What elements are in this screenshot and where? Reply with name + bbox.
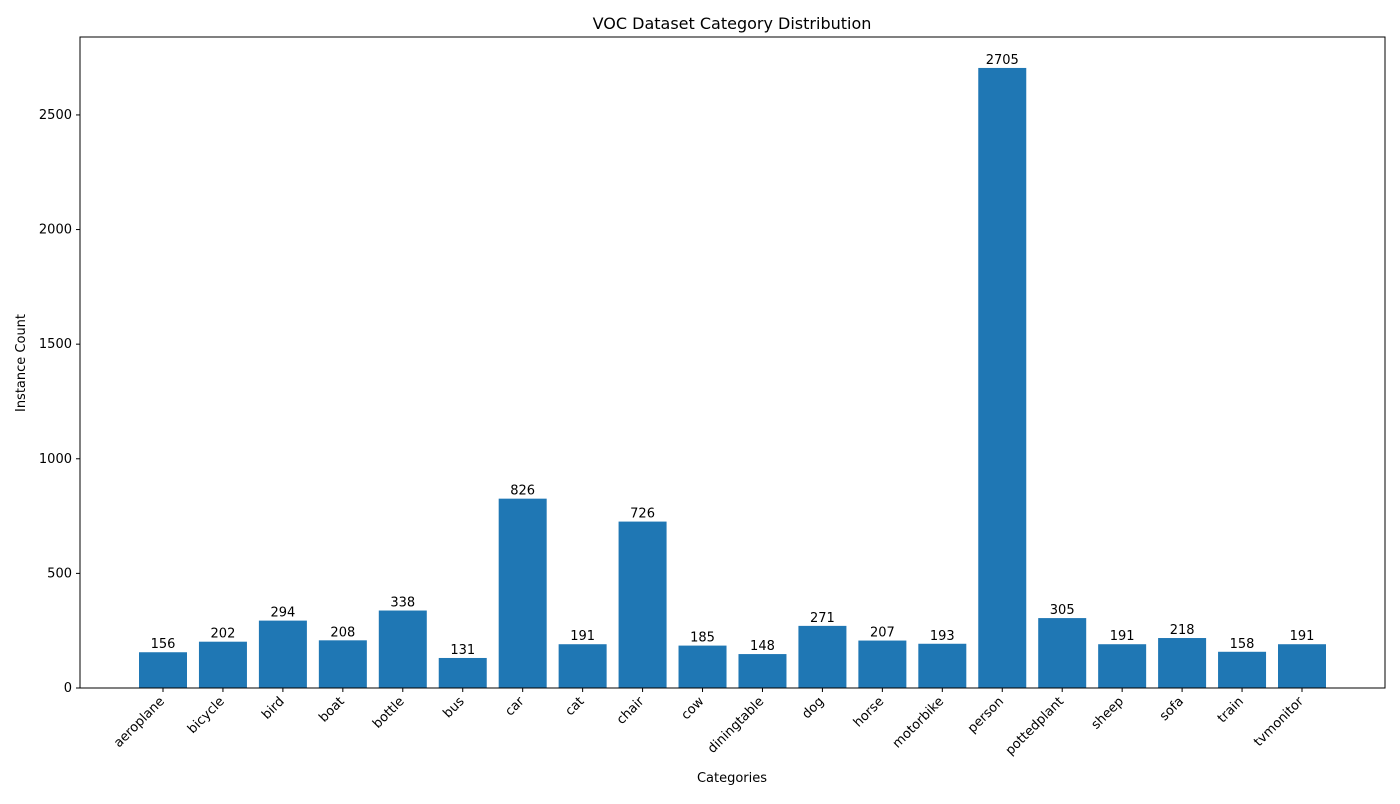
- bar-pottedplant: [1038, 618, 1087, 688]
- data-label-sofa: 218: [1170, 623, 1195, 638]
- data-label-tvmonitor: 191: [1290, 629, 1315, 644]
- data-label-person: 2705: [986, 53, 1019, 68]
- y-tick-label-500: 500: [47, 566, 72, 581]
- data-label-train: 158: [1230, 637, 1255, 652]
- x-tick-label-chair: chair: [614, 694, 648, 728]
- data-label-bottle: 338: [390, 596, 415, 611]
- chart-title: VOC Dataset Category Distribution: [593, 14, 872, 33]
- bar-bicycle: [198, 641, 247, 688]
- x-tick-label-aeroplane: aeroplane: [111, 694, 168, 751]
- bar-diningtable: [738, 654, 787, 688]
- x-tick-label-boat: boat: [316, 694, 347, 725]
- bar-cat: [558, 644, 607, 688]
- bar-bird: [258, 620, 307, 688]
- bar-cow: [678, 645, 727, 688]
- data-label-diningtable: 148: [750, 639, 775, 654]
- data-labels-layer: 156 202 294 208 338 131 826 191 726 185 148 271 207 1…: [151, 53, 1315, 658]
- data-label-horse: 207: [870, 626, 895, 641]
- bar-person: [978, 67, 1027, 688]
- x-axis-ticks: aeroplane bicycle bird boat bottle bus car cat c…: [111, 688, 1307, 758]
- x-tick-label-motorbike: motorbike: [890, 694, 947, 751]
- x-tick-label-dog: dog: [799, 694, 827, 722]
- data-label-boat: 208: [330, 625, 355, 640]
- data-label-dog: 271: [810, 611, 835, 626]
- bar-car: [498, 498, 547, 688]
- x-tick-label-car: car: [502, 694, 528, 720]
- x-tick-label-bird: bird: [259, 694, 287, 722]
- data-label-pottedplant: 305: [1050, 603, 1075, 618]
- x-tick-label-tvmonitor: tvmonitor: [1251, 694, 1307, 750]
- x-tick-label-cat: cat: [563, 694, 588, 719]
- bar-motorbike: [918, 643, 967, 688]
- x-tick-label-pottedplant: pottedplant: [1003, 694, 1067, 758]
- y-axis-ticks: 0 500 1000 1500 2000 2500: [39, 108, 80, 696]
- y-tick-label-1500: 1500: [39, 337, 72, 352]
- x-tick-label-bottle: bottle: [370, 694, 407, 731]
- bar-tvmonitor: [1278, 644, 1326, 688]
- y-axis-label: Instance Count: [14, 314, 29, 412]
- data-label-motorbike: 193: [930, 629, 955, 644]
- data-label-chair: 726: [630, 507, 655, 522]
- bar-chair: [618, 521, 667, 688]
- bars-layer: [139, 67, 1326, 688]
- bar-aeroplane: [139, 652, 187, 688]
- data-label-bicycle: 202: [211, 627, 236, 642]
- x-tick-label-bus: bus: [441, 694, 468, 721]
- x-tick-label-horse: horse: [851, 694, 887, 730]
- bar-horse: [858, 640, 907, 688]
- bar-sheep: [1098, 644, 1147, 688]
- bar-boat: [318, 640, 367, 688]
- data-label-bus: 131: [450, 643, 475, 658]
- y-tick-label-0: 0: [64, 681, 72, 696]
- x-tick-label-sofa: sofa: [1157, 694, 1187, 724]
- data-label-cat: 191: [570, 629, 595, 644]
- bar-bottle: [378, 610, 427, 688]
- data-label-cow: 185: [690, 631, 715, 646]
- bar-bus: [438, 657, 487, 688]
- y-tick-label-1000: 1000: [39, 452, 72, 467]
- y-tick-label-2000: 2000: [39, 223, 72, 238]
- bar-sofa: [1158, 638, 1207, 688]
- plot-frame: [79, 36, 1386, 689]
- x-tick-label-person: person: [965, 694, 1007, 736]
- y-tick-label-2500: 2500: [39, 108, 72, 123]
- data-label-bird: 294: [270, 606, 295, 621]
- data-label-sheep: 191: [1110, 629, 1135, 644]
- x-tick-label-train: train: [1215, 694, 1247, 726]
- data-label-aeroplane: 156: [151, 637, 176, 652]
- bar-dog: [798, 625, 847, 688]
- x-tick-label-sheep: sheep: [1089, 694, 1127, 732]
- x-tick-label-bicycle: bicycle: [185, 694, 228, 737]
- data-label-car: 826: [510, 484, 535, 499]
- x-tick-label-diningtable: diningtable: [705, 694, 767, 756]
- x-axis-label: Categories: [697, 771, 767, 786]
- bar-train: [1218, 651, 1267, 688]
- x-tick-label-cow: cow: [679, 694, 708, 723]
